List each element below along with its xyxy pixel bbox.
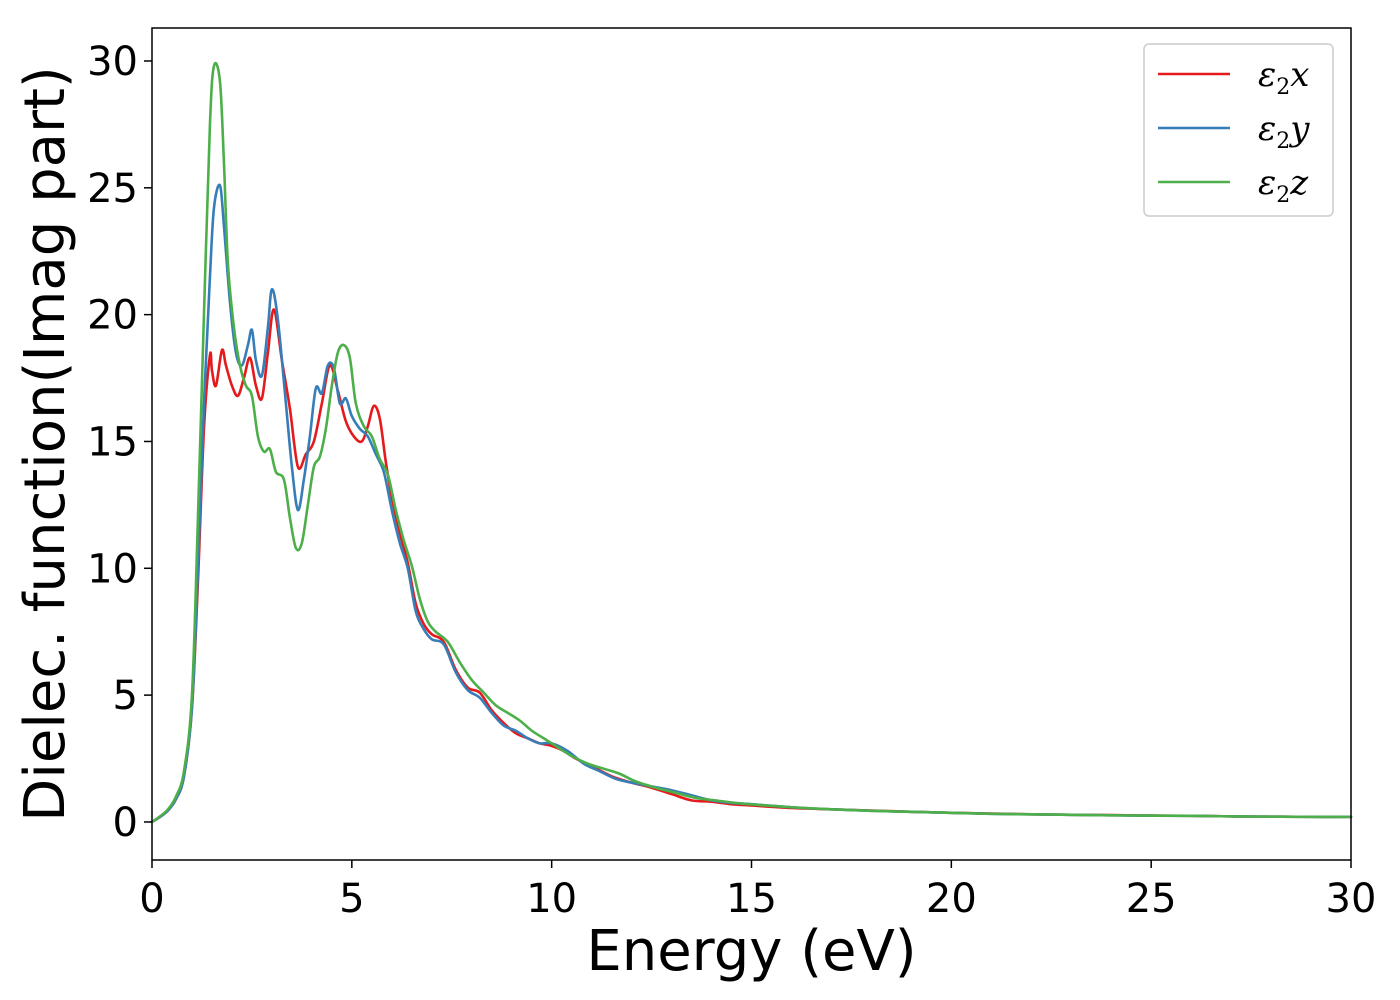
legend-label: ε2z [1258, 163, 1309, 208]
x-axis-title: Energy (eV) [586, 919, 916, 984]
legend-label: ε2y [1258, 109, 1310, 154]
x-tick-label: 30 [1326, 876, 1377, 922]
y-tick-label: 0 [113, 800, 138, 846]
legend-item-x: ε2x [1158, 55, 1309, 100]
x-tick-label: 25 [1126, 876, 1177, 922]
legend-label: ε2x [1258, 55, 1309, 100]
x-axis: 0 5 10 15 20 25 30 [139, 860, 1376, 922]
x-tick-label: 10 [526, 876, 577, 922]
series-layer [150, 61, 1353, 824]
legend-box [1143, 43, 1334, 217]
x-tick-label: 5 [339, 876, 364, 922]
legend-item-z: ε2z [1158, 163, 1309, 208]
x-tick-label: 0 [139, 876, 164, 922]
series-line-z [150, 61, 1353, 824]
y-tick-label: 5 [113, 673, 138, 719]
x-tick-label: 20 [926, 876, 977, 922]
x-tick-label: 15 [726, 876, 777, 922]
y-tick-label: 10 [87, 546, 138, 592]
y-tick-label: 20 [87, 293, 138, 339]
y-tick-label: 25 [87, 166, 138, 212]
y-axis: 0 5 10 15 20 25 30 [87, 39, 152, 846]
y-tick-label: 15 [87, 419, 138, 465]
legend: ε2x ε2y ε2z [1143, 43, 1334, 217]
legend-item-y: ε2y [1158, 109, 1310, 154]
y-axis-title: Dielec. function(Imag part) [13, 66, 78, 822]
y-tick-label: 30 [87, 39, 138, 85]
